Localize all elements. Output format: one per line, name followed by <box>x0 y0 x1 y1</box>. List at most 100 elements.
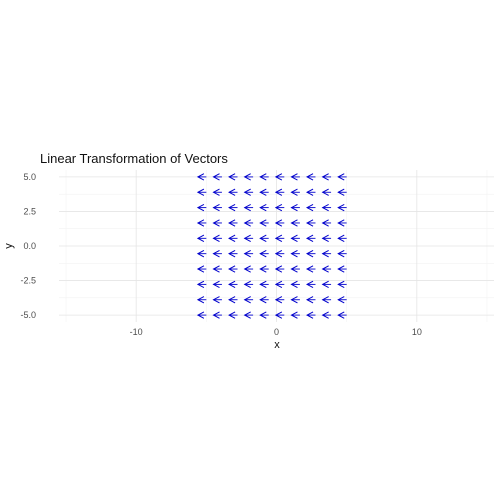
vector-arrow <box>274 234 285 242</box>
arrow-head <box>290 311 298 319</box>
vector-arrow <box>228 234 238 242</box>
vector-arrow <box>243 173 254 181</box>
vector-arrow <box>212 188 222 196</box>
vector-arrow <box>259 219 269 227</box>
arrow-head <box>259 311 267 319</box>
arrow-head <box>305 188 314 196</box>
arrow-head <box>321 280 329 289</box>
vector-arrow <box>228 265 238 273</box>
arrow-head <box>196 311 205 319</box>
arrow-head <box>212 219 220 227</box>
arrow-head <box>259 188 267 196</box>
vector-arrow <box>321 265 332 273</box>
vector-arrow <box>305 173 316 181</box>
arrow-head <box>228 311 236 319</box>
vector-arrow <box>259 234 269 242</box>
vector-arrow <box>259 173 269 181</box>
vector-arrow <box>337 173 347 181</box>
y-tick-label: 2.5 <box>23 206 36 216</box>
vector-arrow <box>274 280 285 289</box>
arrow-head <box>196 234 205 242</box>
arrow-head <box>243 173 251 181</box>
arrow-head <box>337 173 345 181</box>
vector-arrow <box>228 296 238 304</box>
arrow-head <box>274 219 283 227</box>
arrow-head <box>212 173 220 181</box>
arrow-head <box>259 280 267 289</box>
arrow-head <box>305 203 314 212</box>
arrow-head <box>305 219 314 227</box>
vector-arrow <box>212 234 222 242</box>
arrow-head <box>337 250 345 258</box>
vector-arrow <box>243 296 254 304</box>
vector-arrow <box>305 311 316 319</box>
vector-arrow <box>321 296 332 304</box>
arrow-head <box>290 203 298 212</box>
arrow-head <box>228 280 236 289</box>
x-axis-title: x <box>274 339 280 351</box>
arrow-head <box>196 173 205 181</box>
arrow-head <box>243 219 251 227</box>
y-tick-label: 0.0 <box>23 241 36 251</box>
vector-arrow <box>243 250 254 258</box>
y-tick-label: -5.0 <box>20 310 36 320</box>
arrow-head <box>243 188 251 196</box>
vector-arrow <box>196 250 207 258</box>
arrow-head <box>274 250 283 258</box>
arrow-head <box>196 280 205 289</box>
vector-arrow <box>243 219 254 227</box>
vector-arrow <box>228 280 238 289</box>
vector-arrow <box>305 219 316 227</box>
vector-arrow <box>290 234 300 242</box>
arrow-head <box>337 311 345 319</box>
arrow-head <box>274 265 283 273</box>
vector-arrow <box>290 311 300 319</box>
arrow-head <box>290 250 298 258</box>
arrow-head <box>274 188 283 196</box>
arrow-head <box>274 280 283 289</box>
vector-arrow <box>274 173 285 181</box>
arrow-head <box>305 265 314 273</box>
vector-arrow <box>243 234 254 242</box>
vector-arrow <box>196 234 207 242</box>
vector-arrow <box>243 265 254 273</box>
vector-arrow <box>228 188 238 196</box>
arrow-head <box>321 188 329 196</box>
vector-arrow <box>337 280 347 289</box>
vector-arrow <box>305 234 316 242</box>
vector-arrow <box>228 311 238 319</box>
vector-arrow <box>321 234 332 242</box>
vector-arrow <box>321 188 332 196</box>
arrow-head <box>259 296 267 304</box>
arrow-head <box>337 203 345 212</box>
vector-arrow <box>337 203 347 212</box>
arrow-head <box>196 219 205 227</box>
arrow-head <box>305 311 314 319</box>
vector-arrow <box>243 280 254 289</box>
vector-arrow <box>337 265 347 273</box>
vector-arrow <box>228 219 238 227</box>
vector-arrow <box>274 219 285 227</box>
vector-arrow <box>290 173 300 181</box>
arrow-head <box>196 265 205 273</box>
vector-arrow <box>212 311 222 319</box>
vector-arrow <box>290 188 300 196</box>
vector-arrow <box>196 265 207 273</box>
vector-arrow <box>212 219 222 227</box>
vector-arrow <box>290 219 300 227</box>
x-tick-label: 10 <box>412 327 422 337</box>
arrow-head <box>290 280 298 289</box>
vector-arrow <box>212 280 222 289</box>
arrow-head <box>274 296 283 304</box>
arrow-head <box>305 296 314 304</box>
vector-arrow <box>337 296 347 304</box>
arrow-head <box>212 234 220 242</box>
vector-arrow <box>259 188 269 196</box>
x-tick-label: 0 <box>274 327 279 337</box>
arrow-head <box>321 265 329 273</box>
arrow-head <box>196 188 205 196</box>
arrow-head <box>337 265 345 273</box>
vector-arrow <box>274 311 285 319</box>
